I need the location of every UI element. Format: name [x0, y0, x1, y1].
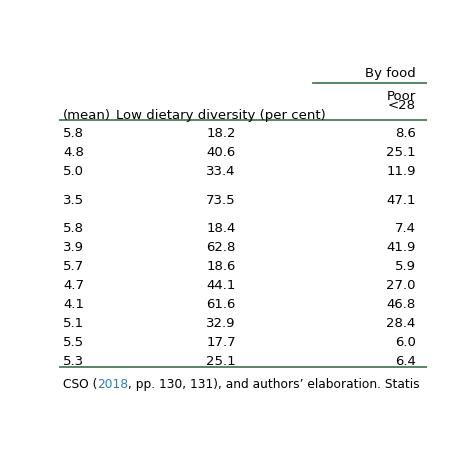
Text: 4.7: 4.7	[63, 279, 84, 292]
Text: 5.0: 5.0	[63, 165, 84, 178]
Text: 8.6: 8.6	[395, 128, 416, 140]
Text: 46.8: 46.8	[386, 298, 416, 311]
Text: <28: <28	[388, 99, 416, 112]
Text: 41.9: 41.9	[386, 241, 416, 254]
Text: Low dietary diversity (per cent): Low dietary diversity (per cent)	[116, 109, 326, 122]
Text: 17.7: 17.7	[206, 336, 236, 349]
Text: 5.3: 5.3	[63, 355, 84, 368]
Text: 4.8: 4.8	[63, 146, 84, 159]
Text: CSO (: CSO (	[63, 378, 97, 392]
Text: 73.5: 73.5	[206, 194, 236, 207]
Text: 47.1: 47.1	[386, 194, 416, 207]
Text: 6.0: 6.0	[395, 336, 416, 349]
Text: 18.6: 18.6	[206, 260, 236, 273]
Text: 6.4: 6.4	[395, 355, 416, 368]
Text: 40.6: 40.6	[206, 146, 236, 159]
Text: 27.0: 27.0	[386, 279, 416, 292]
Text: 2018: 2018	[97, 378, 128, 392]
Text: 3.5: 3.5	[63, 194, 84, 207]
Text: 18.4: 18.4	[206, 222, 236, 235]
Text: 4.1: 4.1	[63, 298, 84, 311]
Text: 44.1: 44.1	[206, 279, 236, 292]
Text: 11.9: 11.9	[386, 165, 416, 178]
Text: 5.5: 5.5	[63, 336, 84, 349]
Text: 5.7: 5.7	[63, 260, 84, 273]
Text: 62.8: 62.8	[206, 241, 236, 254]
Text: 61.6: 61.6	[206, 298, 236, 311]
Text: 25.1: 25.1	[386, 146, 416, 159]
Text: 7.4: 7.4	[394, 222, 416, 235]
Text: (mean): (mean)	[63, 109, 111, 122]
Text: By food: By food	[365, 67, 416, 80]
Text: 25.1: 25.1	[206, 355, 236, 368]
Text: 5.8: 5.8	[63, 128, 84, 140]
Text: 18.2: 18.2	[206, 128, 236, 140]
Text: Poor: Poor	[386, 90, 416, 103]
Text: 32.9: 32.9	[206, 317, 236, 330]
Text: 3.9: 3.9	[63, 241, 84, 254]
Text: 5.1: 5.1	[63, 317, 84, 330]
Text: 28.4: 28.4	[386, 317, 416, 330]
Text: 33.4: 33.4	[206, 165, 236, 178]
Text: 5.8: 5.8	[63, 222, 84, 235]
Text: , pp. 130, 131), and authors’ elaboration. Statis: , pp. 130, 131), and authors’ elaboratio…	[128, 378, 420, 392]
Text: 5.9: 5.9	[394, 260, 416, 273]
